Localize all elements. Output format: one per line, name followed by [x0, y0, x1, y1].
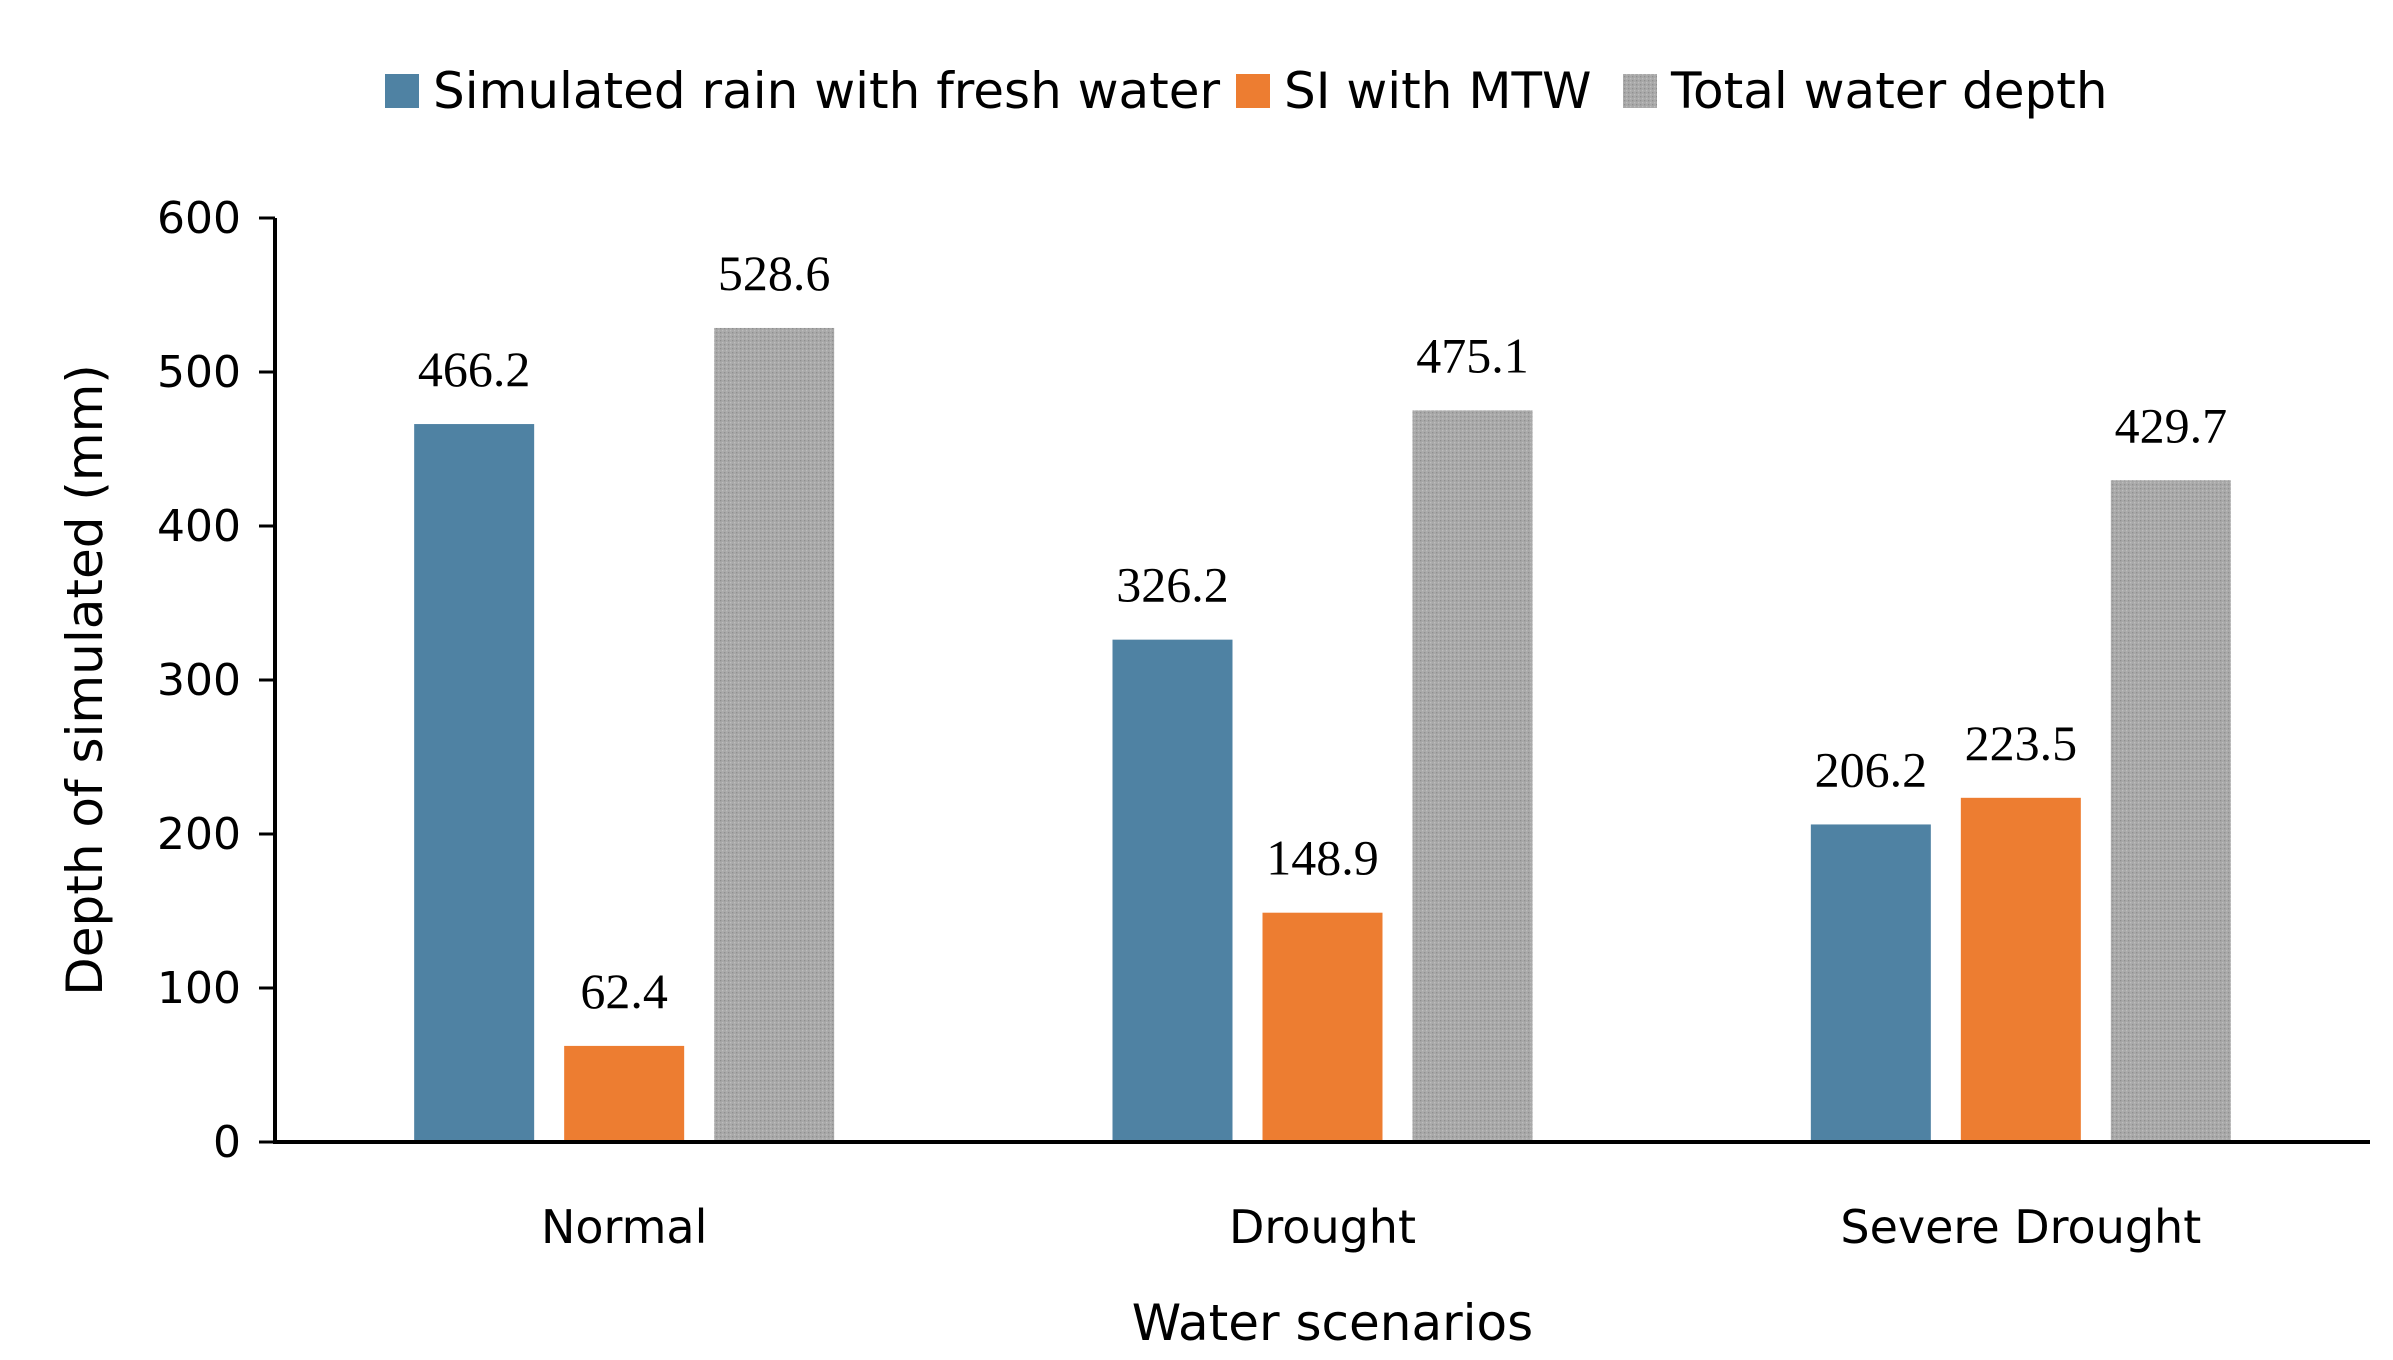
legend-swatch: [385, 74, 419, 108]
data-label: 206.2: [1815, 741, 1928, 797]
legend-swatch: [1623, 74, 1657, 108]
y-tick-label: 100: [157, 963, 241, 1014]
bars-group: [414, 327, 2231, 1143]
data-label: 475.1: [1416, 327, 1529, 383]
y-ticks-group: 0 100 200 300 400 500 600: [157, 193, 275, 1168]
data-label: 429.7: [2115, 397, 2228, 453]
y-tick-label: 500: [157, 347, 241, 398]
x-category-label: Severe Drought: [1840, 1200, 2201, 1254]
x-axis-title: Water scenarios: [1132, 1294, 1533, 1352]
bar-drought-series-1: [1112, 639, 1233, 1142]
x-category-label: Normal: [541, 1200, 707, 1254]
legend-label: Simulated rain with fresh water: [433, 62, 1221, 120]
bar-severe-drought-series-2: [1960, 797, 2081, 1142]
y-tick-label: 400: [157, 501, 241, 552]
y-tick-label: 0: [213, 1117, 241, 1168]
data-labels-group: 466.2 62.4 528.6 326.2 148.9 475.1 206.2 223.5 4…: [418, 245, 2227, 1019]
y-tick-label: 200: [157, 809, 241, 860]
legend-label: SI with MTW: [1284, 62, 1591, 120]
y-tick-label: 600: [157, 193, 241, 244]
bar-severe-drought-series-1: [1810, 824, 1931, 1142]
data-label: 148.9: [1266, 830, 1379, 886]
data-label: 326.2: [1116, 557, 1229, 613]
legend-label: Total water depth: [1670, 62, 2108, 120]
bar-drought-series-3: [1412, 410, 1533, 1142]
data-label: 528.6: [718, 245, 831, 301]
bar-normal-series-1: [414, 424, 535, 1142]
bar-drought-series-2: [1262, 912, 1383, 1142]
y-axis-title: Depth of simulated (mm): [56, 364, 114, 996]
legend: Simulated rain with fresh water SI with M…: [385, 62, 2108, 120]
bar-severe-drought-series-3: [2110, 480, 2231, 1143]
bar-normal-series-3: [714, 327, 835, 1142]
x-labels-group: Normal Drought Severe Drought: [541, 1200, 2201, 1254]
legend-swatch: [1236, 74, 1270, 108]
bar-normal-series-2: [564, 1045, 685, 1142]
y-tick-label: 300: [157, 655, 241, 706]
data-label: 223.5: [1965, 715, 2078, 771]
data-label: 466.2: [418, 341, 531, 397]
data-label: 62.4: [580, 963, 668, 1019]
x-category-label: Drought: [1229, 1200, 1416, 1254]
